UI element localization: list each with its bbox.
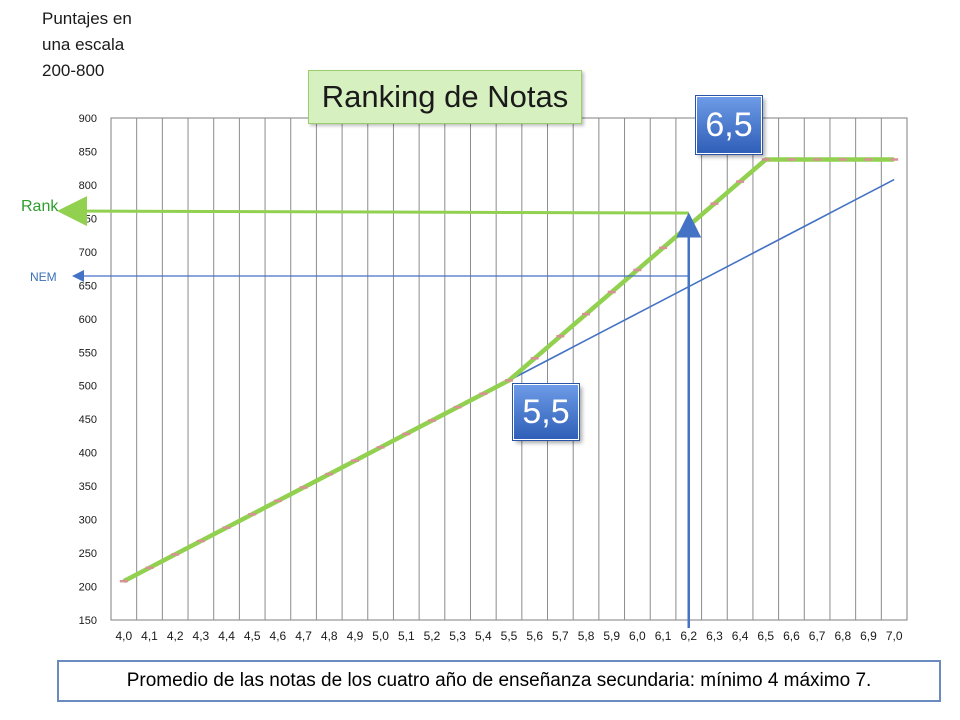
y-tick-label: 250 xyxy=(79,548,97,560)
annotation-layer xyxy=(57,196,702,628)
x-tick-labels: 4,0 4,1 4,2 4,3 4,4 4,5 4,6 4,7 4,8 4,9 5,0 5,1 5,2 5… xyxy=(115,629,902,643)
y-axis-scale-note: Puntajes en una escala 200-800 xyxy=(42,6,182,84)
x-tick-label: 6,5 xyxy=(757,629,774,643)
plot-frame xyxy=(110,117,908,621)
x-tick-label: 4,8 xyxy=(321,629,338,643)
y-tick-label: 800 xyxy=(79,180,97,192)
x-tick-label: 6,2 xyxy=(680,629,697,643)
y-tick-label: 750 xyxy=(79,213,97,225)
scale-note-line-1: Puntajes en xyxy=(42,9,132,28)
x-tick-label: 7,0 xyxy=(886,629,903,643)
rank-label: Rank xyxy=(21,198,59,215)
y-tick-label: 150 xyxy=(79,615,97,627)
x-tick-label: 6,7 xyxy=(809,629,826,643)
y-tick-label: 900 xyxy=(79,113,97,125)
x-tick-label: 5,7 xyxy=(552,629,569,643)
y-tick-label: 500 xyxy=(79,381,97,393)
x-tick-label: 6,9 xyxy=(860,629,877,643)
chart-title: Ranking de Notas xyxy=(308,70,582,124)
y-tick-label: 550 xyxy=(79,347,97,359)
x-tick-label: 5,5 xyxy=(501,629,518,643)
x-tick-label: 4,4 xyxy=(218,629,235,643)
grid-layer xyxy=(110,117,908,621)
y-tick-label: 400 xyxy=(79,448,97,460)
callout-5-5: 5,5 xyxy=(512,383,580,441)
y-tick-label: 450 xyxy=(79,414,97,426)
x-tick-label: 6,3 xyxy=(706,629,723,643)
x-tick-label: 5,6 xyxy=(526,629,543,643)
x-tick-label: 4,2 xyxy=(167,629,184,643)
x-tick-label: 6,6 xyxy=(783,629,800,643)
x-tick-label: 5,3 xyxy=(449,629,466,643)
x-tick-label: 6,8 xyxy=(834,629,851,643)
y-tick-label: 850 xyxy=(79,146,97,158)
x-tick-label: 4,0 xyxy=(115,629,132,643)
x-tick-label: 4,9 xyxy=(347,629,364,643)
x-tick-label: 5,1 xyxy=(398,629,415,643)
x-tick-label: 6,1 xyxy=(655,629,672,643)
x-tick-label: 4,1 xyxy=(141,629,158,643)
callout-6-5: 6,5 xyxy=(695,95,763,155)
x-tick-label: 4,3 xyxy=(193,629,210,643)
rank-arrow xyxy=(57,196,689,227)
scale-note-line-3: 200-800 xyxy=(42,61,105,80)
series-layer xyxy=(119,157,899,584)
x-tick-label: 5,2 xyxy=(424,629,441,643)
scale-note-line-2: una escala xyxy=(42,35,125,54)
y-tick-label: 200 xyxy=(79,582,97,594)
x-tick-label: 5,9 xyxy=(603,629,620,643)
y-tick-labels: 150 200 250 300 350 400 450 500 550 600 650 700 750 8… xyxy=(79,113,97,627)
x-tick-label: 5,4 xyxy=(475,629,492,643)
x-tick-label: 4,6 xyxy=(270,629,287,643)
y-tick-label: 300 xyxy=(79,515,97,527)
x-tick-label: 5,0 xyxy=(372,629,389,643)
y-tick-label: 650 xyxy=(79,280,97,292)
y-tick-label: 600 xyxy=(79,314,97,326)
x-axis-caption: Promedio de las notas de los cuatro año … xyxy=(57,660,941,702)
nem-label: NEM xyxy=(30,270,57,284)
x-tick-label: 6,0 xyxy=(629,629,646,643)
x-tick-label: 5,8 xyxy=(578,629,595,643)
x-tick-label: 6,4 xyxy=(732,629,749,643)
x-tick-label: 4,7 xyxy=(295,629,312,643)
y-tick-label: 700 xyxy=(79,247,97,259)
y-tick-label: 350 xyxy=(79,481,97,493)
x-tick-label: 4,5 xyxy=(244,629,261,643)
